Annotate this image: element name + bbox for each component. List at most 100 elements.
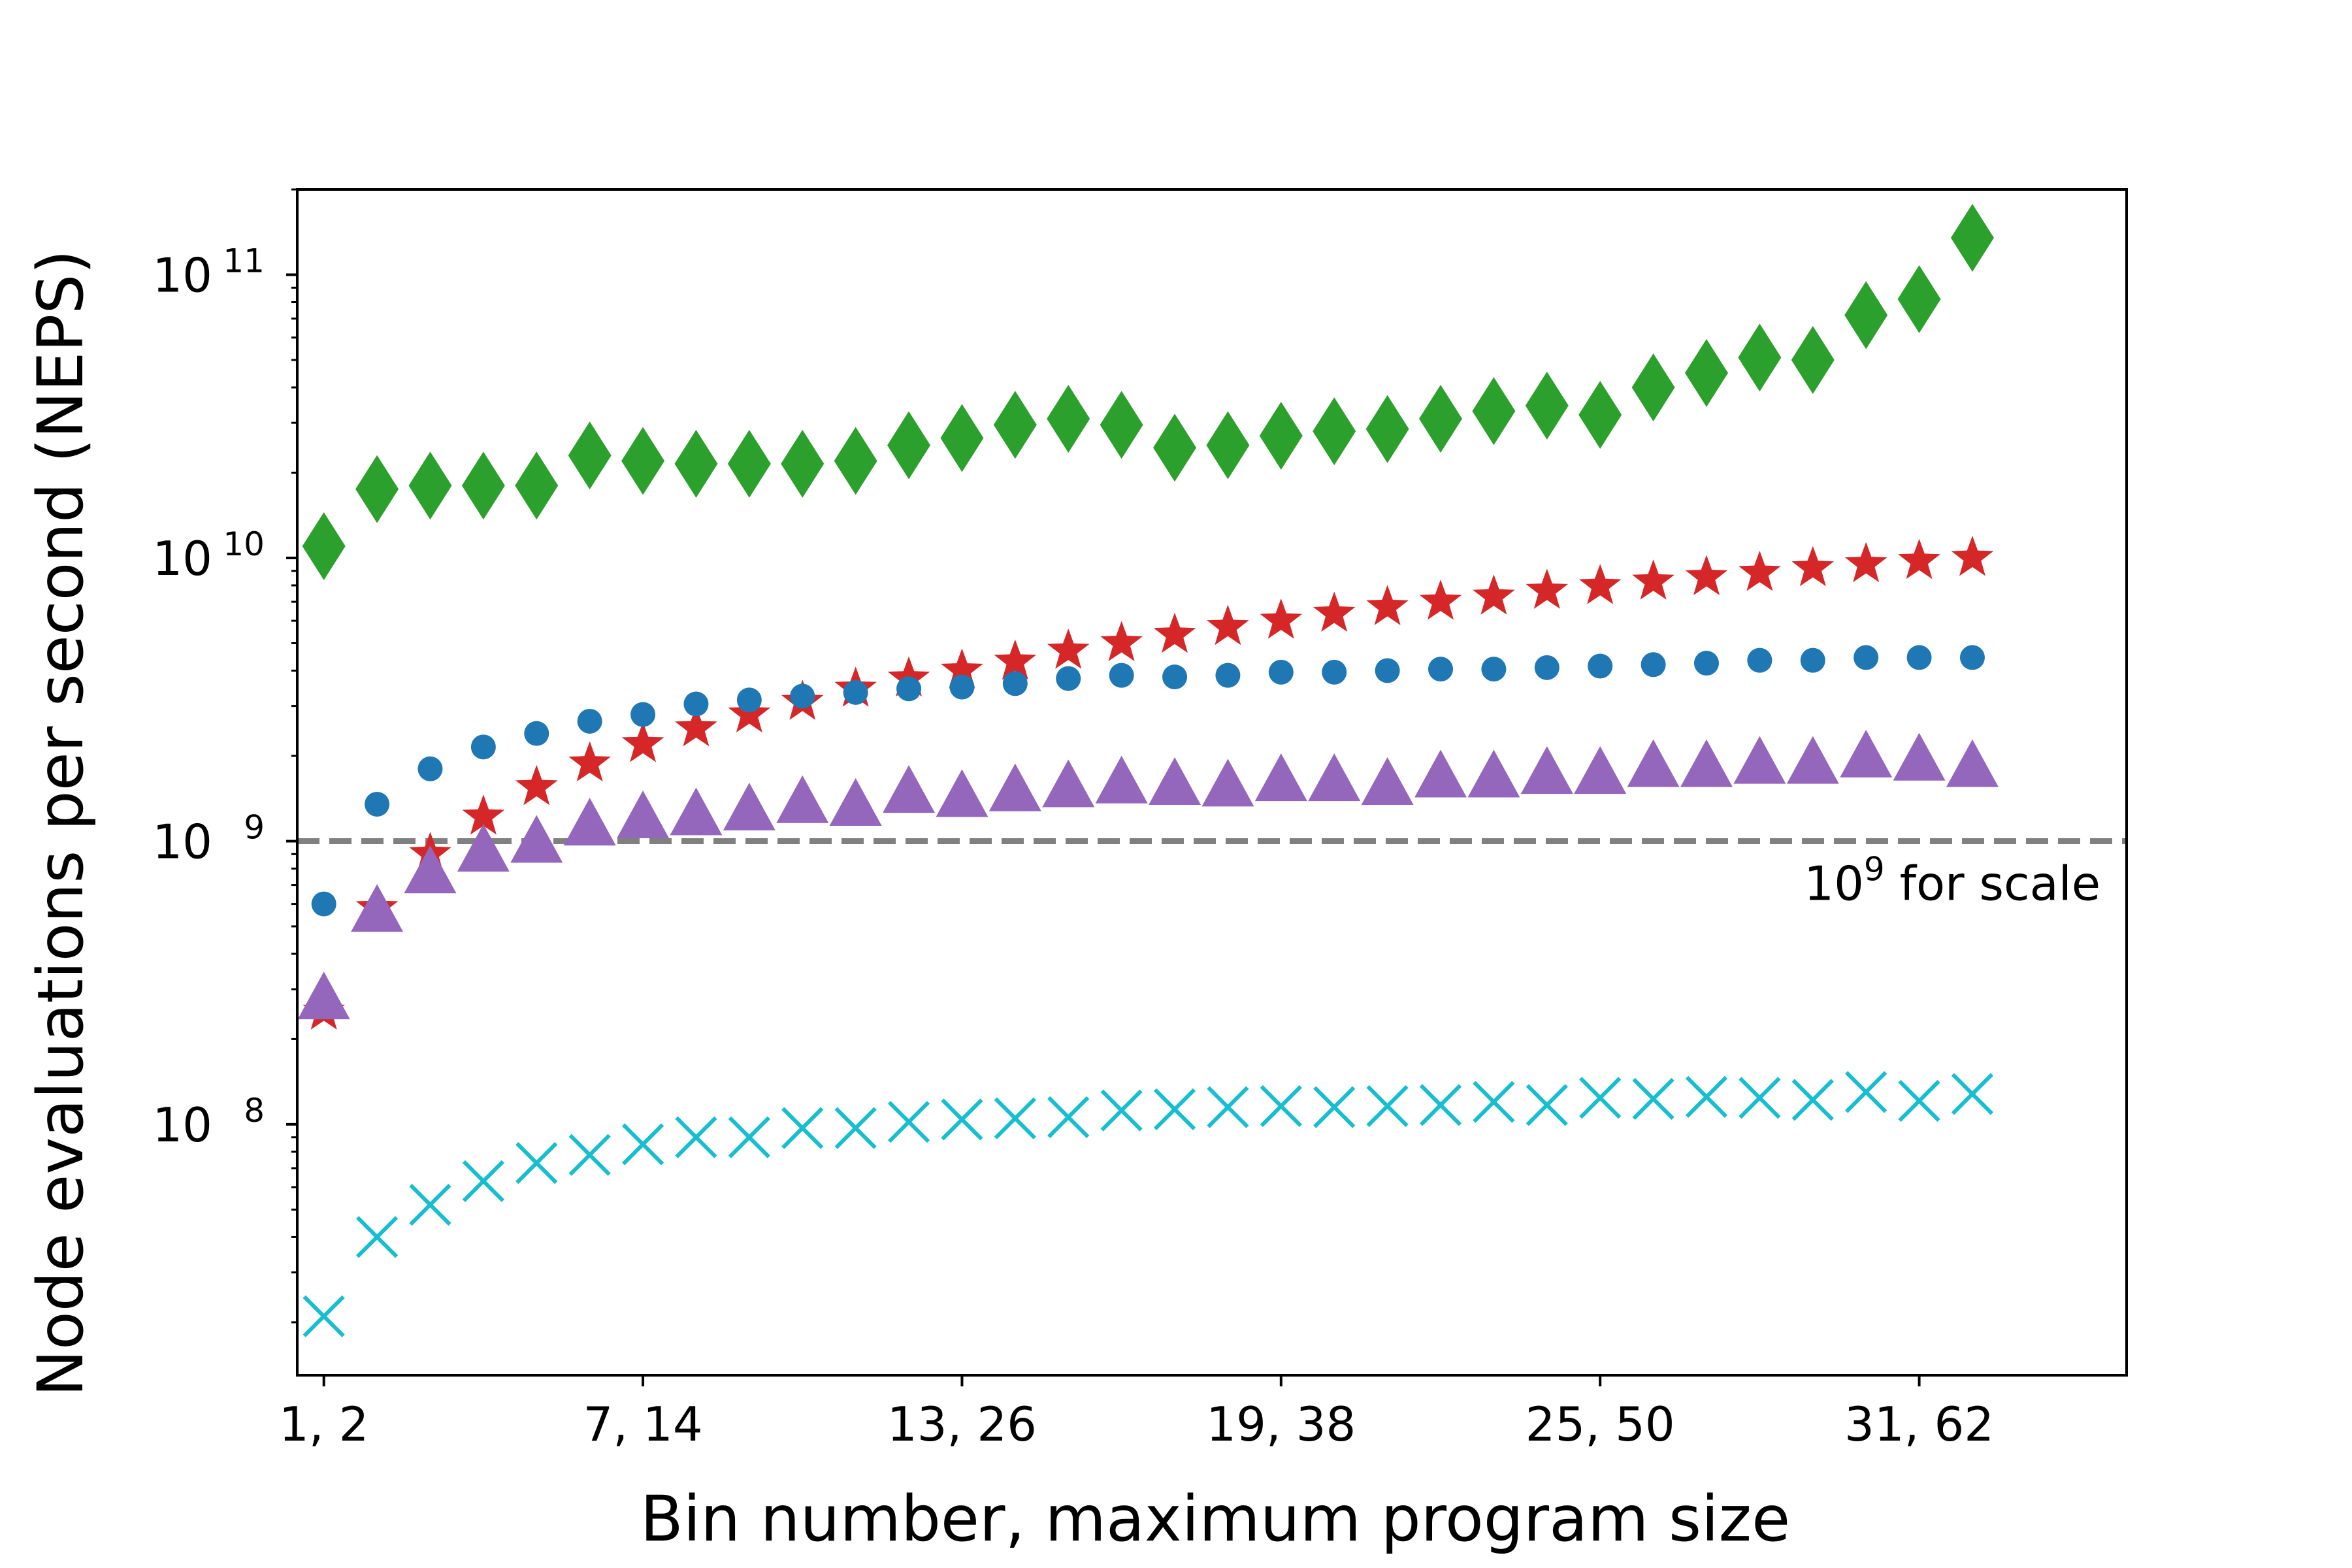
data-point-circle bbox=[1428, 657, 1453, 682]
data-point-diamond bbox=[887, 411, 931, 480]
data-point-diamond bbox=[1206, 411, 1250, 480]
data-point-x bbox=[1526, 1084, 1568, 1126]
data-point-x bbox=[1366, 1085, 1409, 1128]
data-point-diamond bbox=[461, 451, 505, 520]
data-point-circle bbox=[1375, 658, 1400, 683]
data-point-x bbox=[568, 1134, 611, 1176]
data-point-diamond bbox=[1153, 414, 1197, 482]
data-point-triangle bbox=[883, 765, 936, 813]
data-point-circle bbox=[790, 683, 815, 709]
data-point-x bbox=[1579, 1077, 1622, 1119]
data-point-circle bbox=[1800, 647, 1825, 673]
data-point-x bbox=[1153, 1088, 1196, 1131]
data-point-x bbox=[1100, 1089, 1143, 1132]
data-point-star bbox=[941, 648, 983, 689]
reference-line-label: 109 for scale bbox=[1804, 850, 2100, 911]
data-point-circle bbox=[683, 691, 709, 717]
data-point-diamond bbox=[1365, 395, 1409, 463]
data-point-triangle bbox=[1893, 732, 1946, 781]
data-point-triangle bbox=[1520, 746, 1573, 794]
data-point-star bbox=[1632, 559, 1674, 600]
data-point-diamond bbox=[1313, 397, 1356, 466]
data-point-diamond bbox=[1684, 338, 1728, 407]
data-point-x bbox=[1951, 1073, 1994, 1115]
data-point-diamond bbox=[1631, 353, 1675, 421]
data-point-star bbox=[1526, 568, 1569, 609]
data-point-diamond bbox=[621, 427, 665, 495]
data-point-star bbox=[462, 794, 505, 835]
y-tick-label: 10 10 bbox=[152, 525, 265, 586]
data-point-diamond bbox=[1047, 384, 1090, 453]
data-point-x bbox=[462, 1160, 505, 1203]
data-point-star bbox=[1578, 564, 1622, 604]
data-point-triangle bbox=[1149, 757, 1201, 805]
x-tick-label: 13, 26 bbox=[887, 1397, 1037, 1452]
data-point-x bbox=[1313, 1086, 1356, 1128]
data-point-star bbox=[1419, 580, 1462, 620]
data-point-diamond bbox=[993, 391, 1037, 459]
data-point-triangle bbox=[1786, 736, 1839, 784]
data-point-circle bbox=[1747, 647, 1772, 673]
data-point-triangle bbox=[1042, 759, 1095, 808]
data-point-triangle bbox=[1308, 753, 1361, 802]
x-tick-label: 7, 14 bbox=[583, 1397, 702, 1452]
x-tick-label: 31, 62 bbox=[1844, 1397, 1994, 1452]
data-point-triangle bbox=[988, 763, 1041, 811]
data-point-diamond bbox=[1950, 203, 1994, 272]
data-point-circle bbox=[1693, 651, 1719, 676]
data-point-triangle bbox=[1467, 749, 1520, 798]
axes-layer: 1, 2 7, 14 13, 26 19, 38 25, 50 31, 62 10 8 10 9 1… bbox=[152, 188, 2128, 1452]
data-point-star bbox=[1100, 621, 1143, 661]
data-point-diamond bbox=[781, 429, 825, 498]
data-point-circle bbox=[311, 891, 336, 917]
data-point-star bbox=[1207, 604, 1249, 645]
data-point-x bbox=[1632, 1077, 1674, 1120]
data-point-x bbox=[834, 1107, 877, 1149]
data-point-circle bbox=[1534, 655, 1560, 680]
series-layer bbox=[297, 203, 1999, 1337]
y-tick-label: 10 8 bbox=[152, 1092, 265, 1152]
data-point-x bbox=[409, 1183, 451, 1226]
x-axis-label: Bin number, maximum program size bbox=[640, 1482, 1790, 1556]
data-point-star bbox=[1153, 612, 1196, 653]
data-point-diamond bbox=[1897, 265, 1941, 333]
data-point-circle bbox=[1588, 653, 1613, 679]
data-point-triangle bbox=[723, 783, 776, 831]
data-point-x bbox=[1685, 1075, 1728, 1119]
data-point-triangle bbox=[670, 787, 723, 836]
data-point-x bbox=[1207, 1086, 1249, 1128]
data-point-circle bbox=[1162, 664, 1188, 690]
series-circle bbox=[311, 645, 1985, 917]
data-point-x bbox=[675, 1116, 717, 1158]
data-point-circle bbox=[1056, 666, 1081, 691]
data-point-x bbox=[302, 1295, 345, 1337]
data-point-circle bbox=[1959, 645, 1985, 670]
data-point-diamond bbox=[1472, 377, 1516, 446]
data-point-star bbox=[1685, 555, 1728, 595]
series-x bbox=[302, 1071, 1994, 1337]
series-diamond bbox=[302, 203, 1994, 581]
data-point-star bbox=[1313, 591, 1356, 632]
data-point-triangle bbox=[404, 845, 457, 894]
data-point-triangle bbox=[1946, 739, 1999, 787]
data-point-diamond bbox=[302, 512, 346, 581]
data-point-diamond bbox=[568, 421, 612, 490]
data-point-diamond bbox=[515, 451, 559, 520]
data-point-triangle bbox=[1254, 753, 1307, 802]
y-tick-label: 10 11 bbox=[152, 242, 265, 302]
data-point-circle bbox=[1215, 662, 1241, 688]
data-point-diamond bbox=[355, 455, 399, 523]
data-point-x bbox=[887, 1101, 930, 1143]
data-point-circle bbox=[1854, 645, 1879, 670]
data-point-circle bbox=[1002, 671, 1028, 696]
data-point-triangle bbox=[351, 884, 404, 932]
data-point-x bbox=[355, 1216, 399, 1258]
y-tick-label: 10 9 bbox=[152, 808, 265, 869]
data-point-circle bbox=[843, 679, 868, 705]
data-point-triangle bbox=[457, 824, 510, 872]
data-point-triangle bbox=[1201, 759, 1254, 807]
data-point-circle bbox=[736, 687, 762, 713]
data-point-triangle bbox=[1095, 755, 1148, 804]
data-point-star bbox=[1260, 598, 1303, 639]
data-point-star bbox=[568, 741, 611, 782]
